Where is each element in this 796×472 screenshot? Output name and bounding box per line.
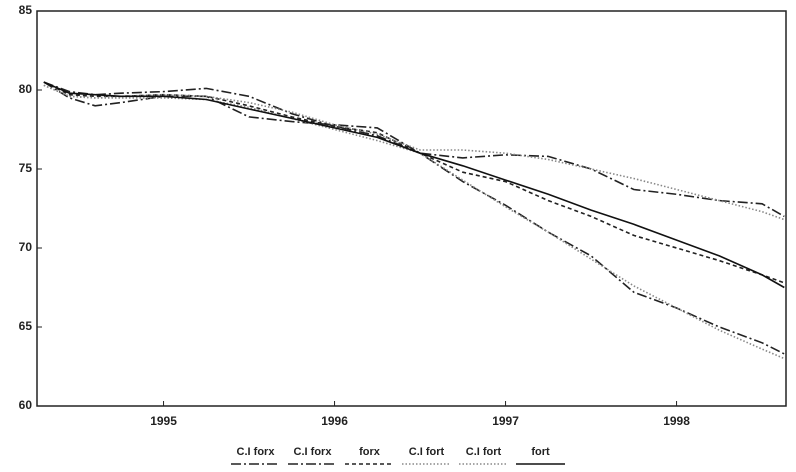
x-tick-label: 1995 (150, 414, 177, 428)
series-line (43, 81, 785, 289)
series-line (43, 81, 785, 218)
legend-label: C.I fort (466, 446, 502, 458)
y-tick-label: 85 (19, 3, 33, 17)
x-tick-label: 1998 (663, 414, 690, 428)
series-line (43, 84, 785, 221)
series-line (43, 81, 785, 355)
y-tick-label: 75 (19, 161, 33, 175)
legend-label: fort (531, 446, 550, 458)
legend-label: C.I forx (237, 446, 276, 458)
x-tick-label: 1996 (321, 414, 348, 428)
x-tick-label: 1997 (492, 414, 519, 428)
series-line (43, 81, 785, 284)
series-line (43, 84, 785, 360)
plot-area (36, 10, 787, 407)
legend-label: C.I fort (409, 446, 445, 458)
y-tick-label: 60 (19, 398, 33, 412)
legend-label: C.I forx (294, 446, 333, 458)
legend-label: forx (359, 446, 381, 458)
y-tick-label: 65 (19, 319, 33, 333)
y-tick-label: 70 (19, 240, 33, 254)
y-tick-label: 80 (19, 82, 33, 96)
